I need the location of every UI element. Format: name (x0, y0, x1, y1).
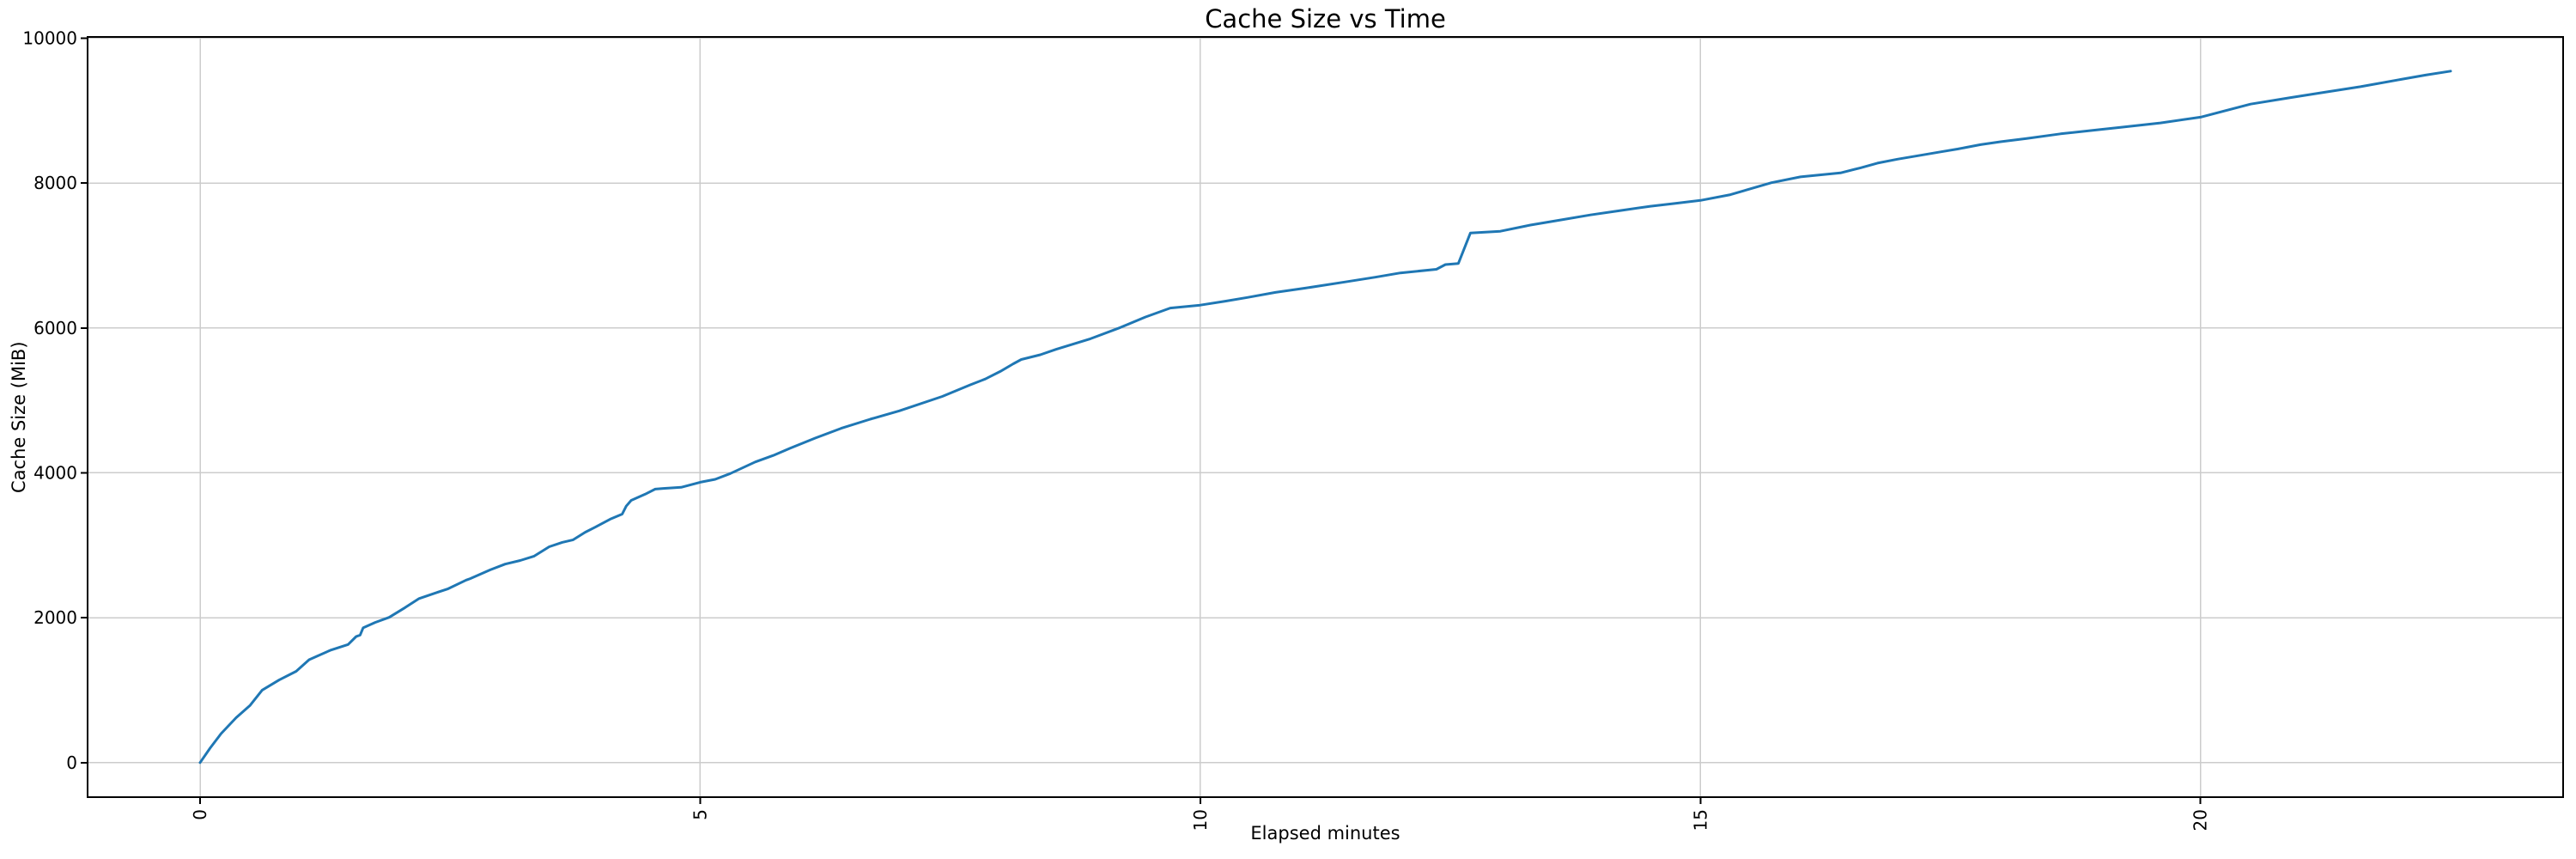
y-tick-label: 4000 (33, 462, 77, 483)
x-tick-label: 5 (690, 809, 710, 820)
x-tick-label: 20 (2190, 809, 2211, 831)
cache-size-series-line (198, 70, 2452, 765)
y-tick-label: 6000 (33, 318, 77, 338)
axes-spines (87, 36, 2564, 798)
x-tick-label: 10 (1190, 809, 1211, 831)
y-tick-label: 10000 (22, 27, 77, 48)
y-tick-label: 0 (66, 752, 77, 773)
y-axis-label: Cache Size (MiB) (9, 341, 29, 493)
chart-title: Cache Size vs Time (1205, 4, 1446, 34)
x-axis-label: Elapsed minutes (1250, 823, 1400, 844)
y-tick-label: 2000 (33, 607, 77, 628)
x-tick-label: 15 (1690, 809, 1710, 831)
x-tick-label: 0 (190, 809, 210, 820)
y-tick-label: 8000 (33, 173, 77, 193)
